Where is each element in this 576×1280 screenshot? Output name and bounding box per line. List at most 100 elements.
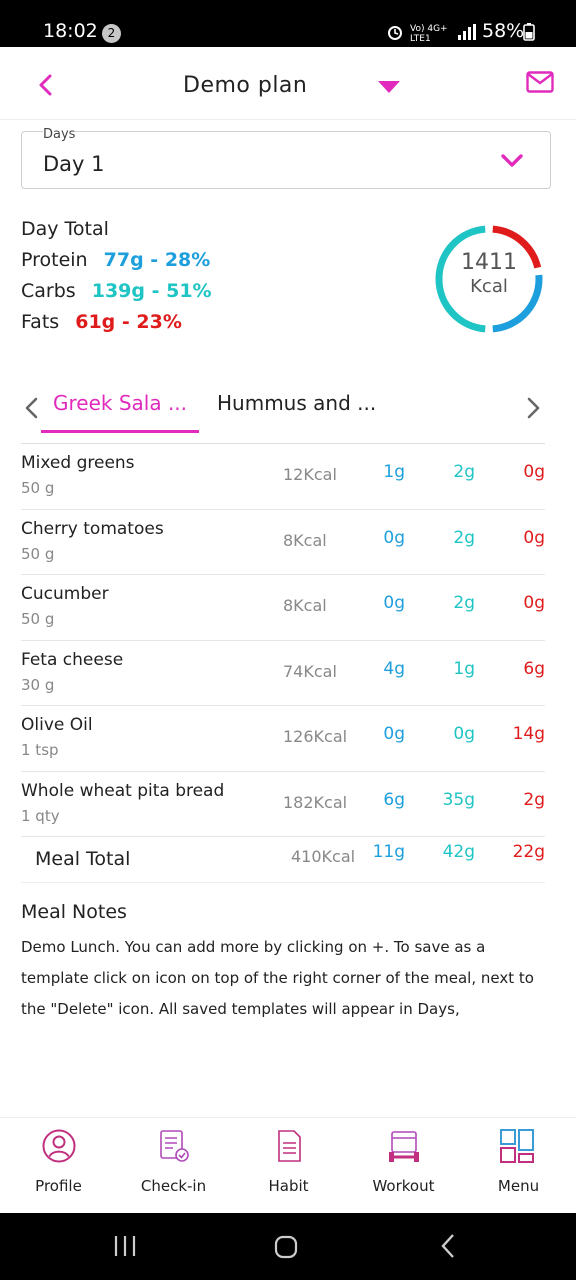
day-totals: Day Total Protein 77g - 28% Carbs 139g -… [21, 218, 212, 342]
battery-icon [523, 23, 535, 41]
menu-grid-icon [500, 1129, 534, 1163]
battery-percent: 58% [482, 20, 525, 42]
food-carbs: 1g [453, 658, 475, 679]
food-carbs: 2g [453, 593, 475, 613]
plan-title[interactable]: Demo plan [183, 73, 308, 98]
meal-total-fats: 22g [512, 842, 545, 862]
habit-icon [278, 1130, 301, 1162]
nav-label: Habit [268, 1177, 309, 1195]
active-tab-indicator [41, 430, 199, 433]
food-row[interactable]: Cucumber 50 g 8Kcal 0g 2g 0g [21, 575, 545, 641]
food-carbs: 2g [453, 527, 475, 548]
food-protein: 4g [383, 658, 405, 679]
food-name: Feta cheese [21, 649, 124, 670]
status-time: 18:02 [43, 20, 98, 42]
food-row[interactable]: Olive Oil 1 tsp 126Kcal 0g 0g 14g [21, 706, 545, 772]
nav-menu[interactable]: Menu [461, 1118, 576, 1214]
tab-meal-1[interactable]: Greek Sala ... [53, 391, 188, 415]
food-quantity: 30 g [21, 675, 55, 694]
back-icon[interactable] [440, 1233, 456, 1259]
meal-total-carbs: 42g [442, 842, 475, 862]
food-protein: 1g [383, 462, 405, 482]
food-quantity: 50 g [21, 544, 55, 563]
profile-icon [42, 1129, 76, 1163]
divider [21, 443, 545, 444]
kcal-total: 1411 [461, 250, 517, 275]
chevron-left-icon[interactable] [21, 396, 41, 420]
checkin-icon [160, 1130, 189, 1162]
food-protein: 0g [383, 527, 405, 548]
food-kcal: 182Kcal [283, 792, 348, 812]
fats-total-value: 61g - 23% [75, 311, 182, 333]
nav-label: Check-in [140, 1177, 207, 1195]
carbs-label: Carbs [21, 280, 76, 302]
bottom-nav: Profile Check-in Habit Workout [0, 1117, 576, 1213]
food-fats: 0g [523, 593, 545, 613]
food-fats: 2g [523, 789, 545, 810]
food-kcal: 74Kcal [283, 661, 337, 681]
protein-total-value: 77g - 28% [103, 249, 211, 271]
food-carbs: 0g [453, 724, 475, 744]
food-kcal: 8Kcal [283, 530, 327, 550]
kcal-unit: Kcal [470, 276, 508, 297]
food-fats: 6g [523, 658, 545, 679]
food-fats: 0g [523, 527, 545, 548]
nav-label: Workout [372, 1177, 435, 1195]
carbs-total-value: 139g - 51% [91, 280, 212, 302]
food-quantity: 1 tsp [21, 741, 59, 759]
food-name: Whole wheat pita bread [21, 780, 225, 801]
home-icon[interactable] [274, 1235, 298, 1259]
food-carbs: 35g [442, 789, 475, 810]
ring-segment-carbs [435, 225, 486, 333]
nav-habit[interactable]: Habit [231, 1118, 346, 1214]
chevron-right-icon[interactable] [524, 396, 544, 420]
caret-down-icon[interactable] [378, 80, 400, 94]
signal-icon [458, 24, 476, 40]
food-row[interactable]: Mixed greens 50 g 12Kcal 1g 2g 0g [21, 444, 545, 510]
workout-icon [389, 1131, 419, 1162]
food-name: Mixed greens [21, 453, 135, 473]
meal-total-label: Meal Total [35, 848, 131, 870]
meal-notes-text: Demo Lunch. You can add more by clicking… [21, 938, 534, 1018]
app-header: Demo plan [0, 47, 576, 120]
nav-label: Menu [497, 1177, 540, 1195]
food-quantity: 50 g [21, 479, 55, 497]
food-kcal: 12Kcal [283, 465, 337, 484]
food-carbs: 2g [453, 462, 475, 482]
network-indicator: Vo) 4G+ LTE1 [410, 24, 448, 44]
food-quantity: 1 qty [21, 806, 60, 825]
food-protein: 0g [383, 724, 405, 744]
kcal-ring-label: 1411 Kcal [434, 250, 544, 297]
protein-label: Protein [21, 249, 88, 271]
nav-workout[interactable]: Workout [346, 1118, 461, 1214]
fats-label: Fats [21, 311, 60, 333]
meal-tabs: Greek Sala ... Hummus and ... [0, 380, 576, 444]
nav-profile[interactable]: Profile [1, 1118, 116, 1214]
meal-total-kcal: 410Kcal [291, 847, 356, 866]
mail-icon[interactable] [526, 71, 554, 93]
meal-total-row: Meal Total 410Kcal 11g 42g 22g [21, 837, 545, 883]
food-name: Cherry tomatoes [21, 518, 164, 539]
food-kcal: 126Kcal [283, 727, 348, 746]
food-row[interactable]: Feta cheese 30 g 74Kcal 4g 1g 6g [21, 641, 545, 706]
food-row[interactable]: Cherry tomatoes 50 g 8Kcal 0g 2g 0g [21, 510, 545, 575]
food-fats: 0g [523, 462, 545, 482]
food-protein: 6g [383, 789, 405, 810]
alarm-icon [388, 26, 402, 40]
food-row[interactable]: Whole wheat pita bread 1 qty 182Kcal 6g … [21, 772, 545, 837]
food-protein: 0g [383, 593, 405, 613]
nav-label: Profile [35, 1177, 82, 1195]
meal-total-protein: 11g [372, 842, 405, 862]
macro-ring-chart [435, 225, 543, 333]
status-bar: 18:02 2 Vo) 4G+ LTE1 58% [0, 0, 576, 47]
system-navigation-bar [0, 1213, 576, 1280]
tab-meal-2[interactable]: Hummus and ... [217, 391, 377, 415]
food-name: Cucumber [21, 584, 109, 604]
ring-segment-fats [492, 225, 542, 269]
chevron-left-icon[interactable] [34, 73, 58, 97]
days-select[interactable]: Days Day 1 [21, 127, 551, 189]
nav-check-in[interactable]: Check-in [116, 1118, 231, 1214]
recent-apps-icon[interactable] [113, 1235, 137, 1257]
day-total-label: Day Total [21, 218, 109, 240]
chevron-down-icon [501, 154, 523, 167]
